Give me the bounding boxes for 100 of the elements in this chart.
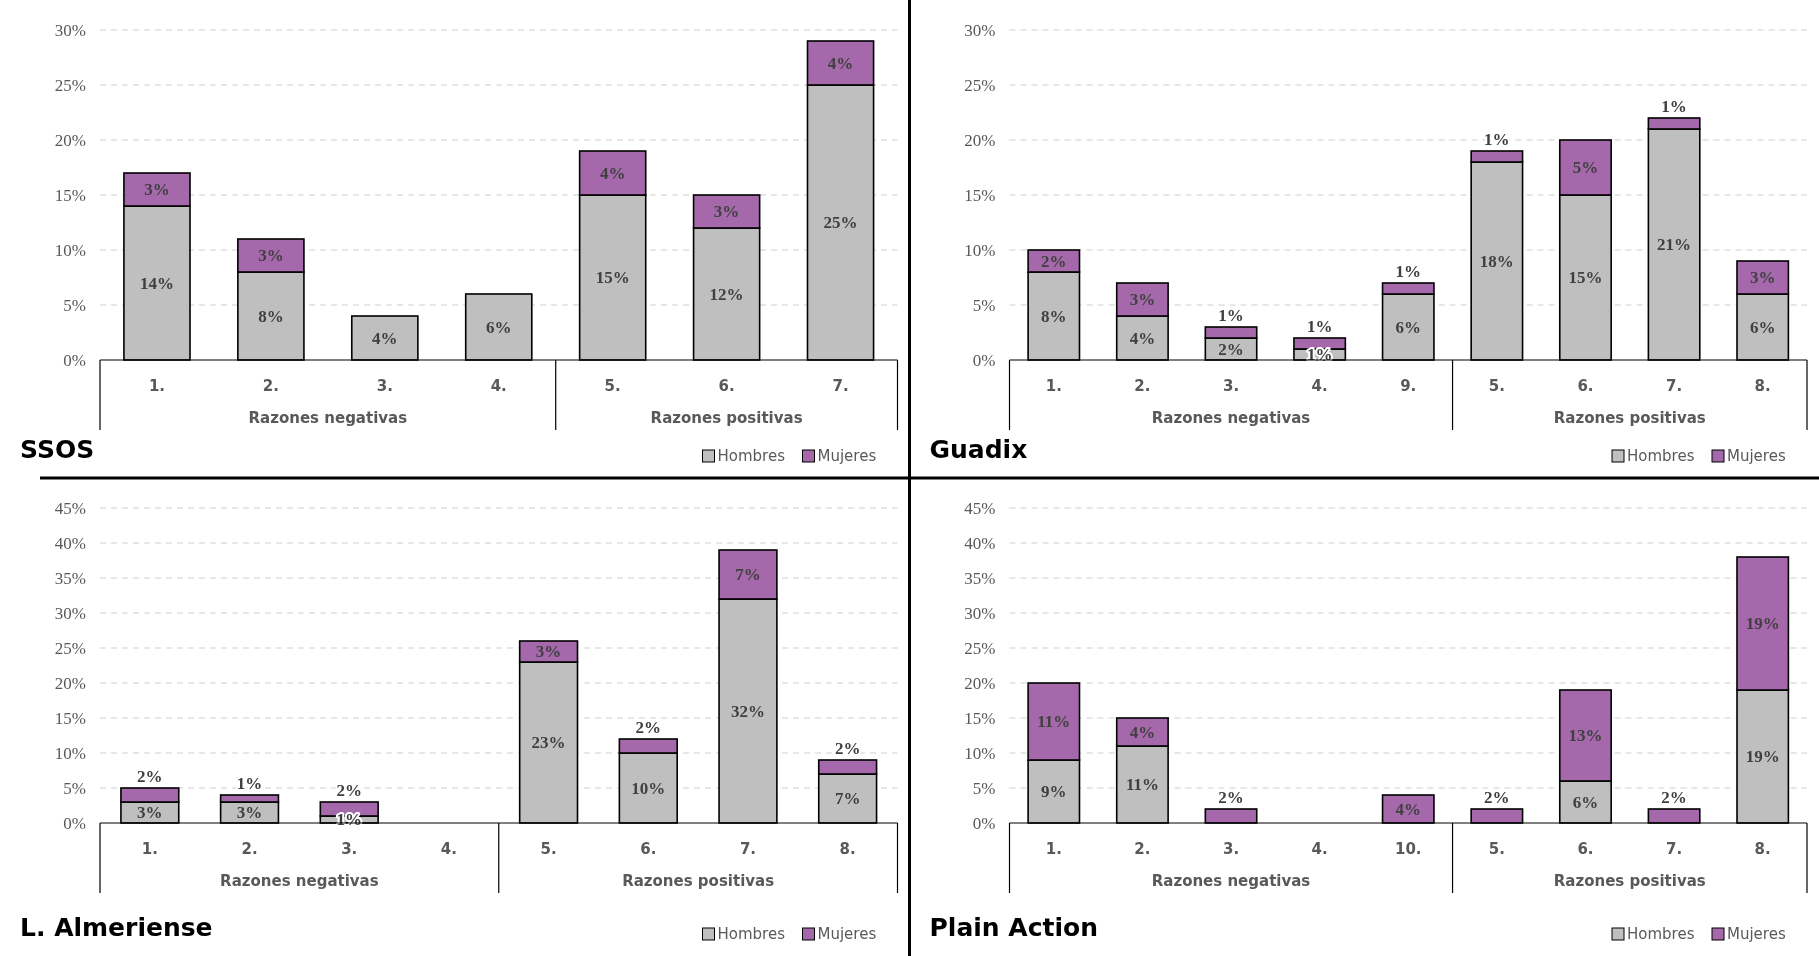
y-tick-label: 0% [972, 350, 996, 370]
text: Razones positivas [1553, 872, 1706, 891]
data-label: 3% [535, 642, 562, 662]
data-label: 1% [1218, 306, 1244, 325]
data-label: 3% [1749, 268, 1776, 288]
y-tick-label: 25% [54, 638, 86, 658]
data-label: 1% [1484, 130, 1510, 149]
text: Plain Action [929, 913, 1098, 942]
data-label: 11% [1037, 712, 1071, 732]
x-tick-label: 3. [341, 840, 358, 859]
x-tick-label: 9. [1400, 377, 1417, 396]
y-tick-label: 5% [972, 778, 996, 798]
data-label: 4% [1395, 799, 1421, 819]
y-tick-label: 0% [972, 813, 996, 833]
x-tick-label: 8. [1754, 840, 1771, 859]
y-tick-label: 20% [964, 130, 996, 150]
legend-label: Mujeres [1727, 447, 1786, 466]
data-label: 8% [1041, 306, 1067, 326]
data-label: 18% [1479, 251, 1514, 271]
x-tick-label: 4. [440, 840, 457, 859]
data-label: 2% [1218, 788, 1244, 807]
data-label: 19% [1745, 614, 1780, 634]
y-tick-label: 45% [964, 498, 996, 518]
x-tick-label: 5. [1488, 840, 1505, 859]
data-label: 5% [1572, 158, 1599, 178]
data-label: 4% [372, 328, 398, 348]
data-label: 6% [1395, 317, 1421, 337]
x-tick-label: 2. [262, 377, 279, 396]
x-tick-label: 6. [1577, 377, 1594, 396]
data-label: 13% [1568, 726, 1603, 746]
data-label: 4% [1129, 328, 1156, 348]
data-label: 25% [823, 213, 858, 233]
y-tick-label: 45% [54, 498, 86, 518]
data-label: 2% [1041, 251, 1067, 271]
y-tick-label: 5% [63, 295, 86, 315]
x-tick-label: 8. [1754, 377, 1771, 396]
x-tick-label: 4. [1311, 840, 1328, 859]
y-tick-label: 0% [63, 350, 86, 370]
data-label: 4% [599, 163, 626, 183]
legend-label: Hombres [717, 925, 786, 944]
data-label: 3% [258, 246, 284, 266]
x-tick-label: 10. [1394, 840, 1422, 859]
data-label: 15% [595, 268, 630, 288]
text: L. Almeriense [20, 913, 213, 942]
data-label: 1% [1395, 262, 1421, 281]
data-label: 19% [1745, 747, 1780, 767]
data-label: 6% [486, 317, 512, 337]
y-tick-label: 20% [54, 673, 86, 693]
y-tick-label: 5% [63, 778, 86, 798]
text: Razones positivas [622, 872, 775, 891]
y-tick-label: 10% [54, 240, 86, 260]
data-label: 3% [1129, 290, 1156, 310]
x-tick-label: 7. [1666, 840, 1683, 859]
x-tick-label: 3. [376, 377, 393, 396]
data-label: 4% [1129, 722, 1156, 742]
y-tick-label: 40% [964, 533, 996, 553]
legend-label: Hombres [1627, 447, 1695, 466]
y-tick-label: 10% [964, 743, 996, 763]
data-label: 2% [635, 718, 662, 737]
data-label: 7% [834, 789, 861, 809]
data-label: 2% [1661, 788, 1687, 807]
y-tick-label: 20% [964, 673, 996, 693]
x-tick-label: 7. [1666, 377, 1683, 396]
data-label: 3% [713, 202, 740, 222]
text: SSOS [20, 435, 95, 464]
x-tick-label: 1. [148, 377, 166, 396]
text: Guadix [929, 435, 1028, 464]
data-label: 6% [1572, 792, 1599, 812]
y-tick-label: 30% [964, 603, 996, 623]
x-tick-label: 6. [718, 377, 735, 396]
y-tick-label: 5% [972, 295, 996, 315]
data-label: 9% [1041, 782, 1067, 802]
data-label: 3% [144, 180, 170, 200]
legend-label: Mujeres [1727, 925, 1786, 944]
text: Razones positivas [650, 409, 803, 428]
y-tick-label: 25% [964, 75, 996, 95]
y-tick-label: 15% [964, 708, 996, 728]
x-tick-label: 7. [832, 377, 849, 396]
y-tick-label: 10% [964, 240, 996, 260]
data-label: 11% [1125, 775, 1159, 795]
x-tick-label: 3. [1222, 377, 1240, 396]
text: Razones negativas [1151, 872, 1311, 891]
data-label: 2% [137, 767, 163, 786]
y-tick-label: 30% [964, 20, 996, 40]
data-label: 3% [137, 803, 163, 823]
x-tick-label: 1. [141, 840, 158, 859]
data-label: 2% [1484, 788, 1510, 807]
y-tick-label: 35% [964, 568, 996, 588]
y-tick-label: 30% [54, 20, 86, 40]
x-tick-label: 6. [1577, 840, 1594, 859]
data-label: 21% [1657, 235, 1692, 255]
y-tick-label: 35% [54, 568, 86, 588]
y-tick-label: 10% [54, 743, 86, 763]
legend-label: Hombres [1627, 925, 1695, 944]
legend-label: Mujeres [817, 447, 877, 466]
y-tick-label: 15% [964, 185, 996, 205]
data-label: 10% [631, 778, 666, 798]
x-tick-label: 4. [490, 377, 507, 396]
x-tick-label: 4. [1311, 377, 1328, 396]
data-label: 1% [1306, 317, 1333, 336]
